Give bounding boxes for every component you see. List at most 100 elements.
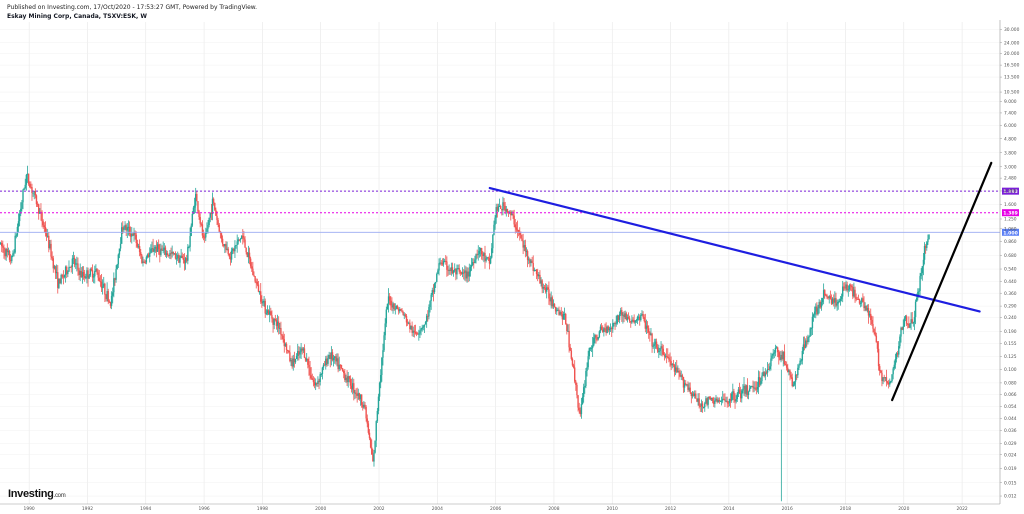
candle-body <box>775 347 778 349</box>
candle-body <box>109 301 112 306</box>
candle-body <box>887 382 890 385</box>
candle-body <box>48 235 50 249</box>
candle-body <box>214 202 216 210</box>
candle-body <box>117 254 120 265</box>
candle-body <box>174 253 177 259</box>
candle-body <box>515 227 518 230</box>
y-tick-label: 20.000 <box>1004 51 1020 57</box>
candle-body <box>698 398 700 406</box>
candle-body <box>366 418 368 424</box>
y-tick-label: 2.480 <box>1004 176 1017 182</box>
candle-body <box>616 315 619 324</box>
candle-body <box>30 186 32 188</box>
candle-body <box>149 252 151 257</box>
candle-body <box>433 283 436 293</box>
candle-body <box>356 394 358 396</box>
y-tick-label: 1.060 <box>1004 226 1017 232</box>
candle-body <box>89 268 91 276</box>
candle-body <box>424 322 427 325</box>
candle-body <box>199 217 201 224</box>
candle-body <box>326 358 328 364</box>
candle-body <box>643 317 645 322</box>
candle-body <box>360 394 363 405</box>
symbol-title: Eskay Mining Corp, Canada, TSXV:ESK, W <box>7 13 148 20</box>
candle-body <box>368 432 371 439</box>
candle-body <box>292 358 294 367</box>
y-tick-label: 0.125 <box>1004 354 1017 360</box>
candle-body <box>484 252 486 261</box>
candle-body <box>575 381 577 385</box>
candle-body <box>163 247 165 251</box>
candle-body <box>663 354 666 357</box>
candle-body <box>857 298 860 300</box>
candle-body <box>912 322 915 324</box>
candle-body <box>554 306 557 312</box>
candle-body <box>353 383 355 393</box>
candle-body <box>310 375 312 379</box>
candle-body <box>744 385 746 394</box>
candle-body <box>4 252 6 257</box>
candle-body <box>103 283 105 287</box>
candle-body <box>175 258 178 260</box>
candle-body <box>797 367 799 376</box>
candle-body <box>249 258 252 267</box>
candle-body <box>269 311 271 315</box>
candle-body <box>585 370 587 386</box>
candle-body <box>396 306 399 310</box>
candle-body <box>194 193 197 206</box>
y-tick-label: 0.190 <box>1004 329 1017 335</box>
candle-body <box>486 257 488 259</box>
candle-body <box>853 289 855 297</box>
candle-body <box>544 287 547 292</box>
candle-body <box>535 269 538 275</box>
candle-body <box>347 376 349 383</box>
candle-body <box>105 294 107 300</box>
candle-body <box>77 263 79 270</box>
candle-body <box>822 290 825 298</box>
candle-body <box>233 248 235 252</box>
candle-body <box>410 325 412 330</box>
candle-body <box>221 238 224 245</box>
candle-body <box>8 251 11 260</box>
candle-body <box>907 323 909 325</box>
candle-body <box>562 313 565 320</box>
candle-body <box>528 259 530 261</box>
candle-body <box>921 266 924 274</box>
candle-body <box>489 257 492 264</box>
x-tick-label: 1994 <box>140 506 151 512</box>
candle-body <box>277 321 280 329</box>
candle-body <box>224 244 226 247</box>
candle-body <box>588 348 590 357</box>
candle-body <box>473 262 475 264</box>
y-tick-label: 0.440 <box>1004 279 1017 285</box>
candle-body <box>447 269 449 271</box>
candle-body <box>708 397 710 399</box>
candle-body <box>769 366 771 370</box>
candle-body <box>630 321 632 323</box>
candle-body <box>119 243 122 249</box>
candle-body <box>217 220 219 225</box>
candle-body <box>597 337 599 340</box>
candle-body <box>681 375 684 378</box>
candle-body <box>497 206 500 211</box>
candle-body <box>649 332 651 336</box>
candle-body <box>855 297 857 299</box>
candle-body <box>400 309 402 311</box>
candle-body <box>179 257 181 263</box>
candle-body <box>557 309 559 311</box>
candle-body <box>165 253 168 255</box>
candle-body <box>345 377 347 381</box>
candle-body <box>154 247 157 249</box>
candle-body <box>815 306 817 312</box>
candle-body <box>371 447 373 455</box>
candle-body <box>348 376 351 379</box>
candle-body <box>448 269 450 271</box>
candle-body <box>75 263 77 265</box>
candle-body <box>529 259 531 264</box>
candle-body <box>872 324 874 329</box>
candle-body <box>785 364 788 368</box>
candle-body <box>549 298 551 302</box>
candle-body <box>673 365 676 372</box>
candle-body <box>31 187 33 193</box>
